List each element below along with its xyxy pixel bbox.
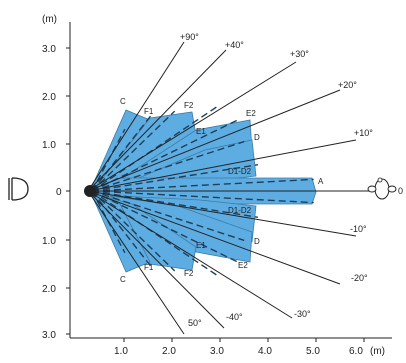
ray-neg50	[87, 190, 185, 335]
x-tick-label: 1.0	[114, 346, 128, 357]
y-tick-label: 1.0	[42, 236, 56, 247]
angle-labels: +90° +40° +30° +20° +10° -10° -20° -30° …	[180, 32, 373, 328]
zone-labels: C F1 F2 E1 E2 D D1-D2 A D1-D2 D E1 E2 F2…	[120, 97, 324, 284]
y-tick-label: 1.0	[42, 140, 56, 151]
beam-dash-line	[91, 190, 259, 218]
zone-label-upper-c: C	[120, 97, 126, 106]
beam-dash-line	[91, 190, 217, 276]
beam-dash-line	[91, 140, 245, 192]
angle-label-neg30: -30°	[294, 309, 311, 319]
ray-neg20	[87, 190, 341, 285]
zone-label-upper-f2: F2	[184, 101, 194, 110]
zone-beam-dashes	[91, 106, 314, 276]
x-axis-unit-label: (m)	[370, 346, 385, 357]
x-tick-label: 3.0	[210, 346, 224, 357]
person-head-icon	[367, 177, 397, 200]
beam-dash-line	[91, 115, 152, 192]
y-axis-unit-label: (m)	[42, 14, 57, 25]
beam-dash-line	[91, 110, 176, 192]
beam-dash-line	[91, 106, 217, 192]
zone-label-lower-f1: F1	[144, 263, 154, 272]
ray-neg10	[87, 190, 357, 237]
ray-pos20	[87, 89, 341, 192]
beam-dash-line	[91, 178, 314, 192]
dome-sensor-icon	[8, 177, 29, 201]
zone-label-lower-d: D	[254, 237, 260, 246]
ray-pos90	[87, 41, 185, 192]
beam-dash-line	[91, 190, 176, 272]
zone-label-upper-f1: F1	[144, 107, 154, 116]
beam-dash-line	[91, 190, 245, 242]
beam-dash-line	[91, 190, 152, 267]
angle-rays	[87, 41, 380, 335]
zone-label-upper-d1d2: D1-D2	[228, 167, 252, 176]
beam-dash-line	[91, 190, 241, 264]
zone-label-center-a: A	[318, 177, 324, 186]
axes: (m) 3.0 2.0 1.0 0 1.0 2.0 3.0 1.0 2.0 3.…	[42, 14, 392, 357]
sensor-origin-burst	[84, 185, 96, 197]
x-tick-label: 4.0	[258, 346, 272, 357]
ray-pos30	[87, 61, 297, 192]
lower-lobe-c	[89, 190, 151, 273]
x-tick-label: 5.0	[306, 346, 320, 357]
angle-label-pos20: +20°	[338, 80, 357, 90]
beam-dash-line	[91, 118, 241, 192]
zone-label-lower-f2: F2	[184, 269, 194, 278]
y-tick-label: 3.0	[42, 330, 56, 341]
x-tick-label: 6.0	[349, 346, 363, 357]
ray-neg40	[87, 190, 225, 329]
zone-label-upper-e1: E1	[196, 127, 206, 136]
y-tick-label: 0	[56, 187, 62, 198]
angle-label-pos30: +30°	[290, 49, 309, 59]
target-label: 0	[398, 186, 403, 196]
x-tick-label: 2.0	[162, 346, 176, 357]
angle-label-neg20: -20°	[351, 273, 368, 283]
zone-label-upper-d: D	[254, 133, 260, 142]
angle-label-pos90: +90°	[180, 32, 199, 42]
angle-label-pos10: +10°	[354, 128, 373, 138]
y-tick-label: 2.0	[42, 284, 56, 295]
y-tick-label: 3.0	[42, 44, 56, 55]
ray-neg30	[87, 190, 293, 319]
beam-dash-line	[91, 190, 314, 204]
ray-pos40	[87, 49, 227, 192]
y-tick-label: 2.0	[42, 92, 56, 103]
zone-label-lower-e2: E2	[238, 261, 248, 270]
angle-label-neg40: -40°	[226, 312, 243, 322]
zone-label-lower-d1d2: D1-D2	[228, 206, 252, 215]
ray-pos10	[87, 139, 357, 192]
zone-label-lower-e1: E1	[196, 241, 206, 250]
angle-label-neg50: 50°	[188, 318, 202, 328]
zone-label-lower-c: C	[120, 275, 126, 284]
beam-dash-line	[91, 164, 259, 192]
angle-label-neg10: -10°	[350, 224, 367, 234]
angle-label-pos40: +40°	[225, 40, 244, 50]
zone-label-upper-e2: E2	[246, 109, 256, 118]
